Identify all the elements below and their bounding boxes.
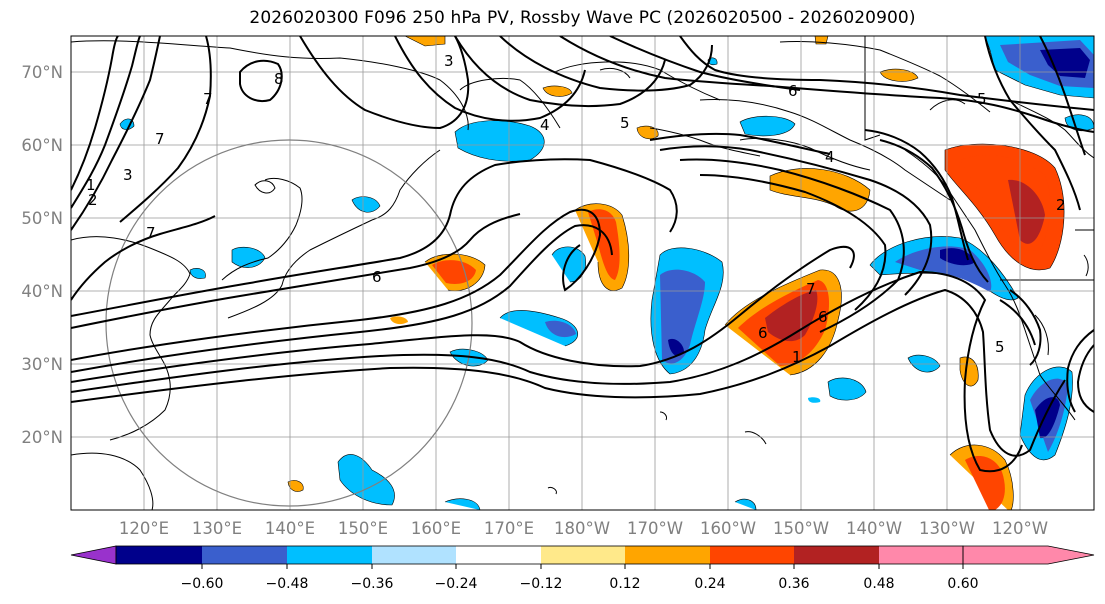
lon-label: 150°W [773, 519, 829, 538]
colorbar-tick-label: −0.12 [520, 576, 563, 592]
lon-label: 180°W [554, 519, 610, 538]
lat-label: 50°N [21, 209, 63, 228]
lon-label: 140°E [265, 519, 315, 538]
lat-label: 40°N [21, 282, 63, 301]
contour-label: 4 [540, 116, 550, 134]
colorbar-outline [115, 545, 964, 565]
colorbar-segment [794, 546, 879, 564]
contour-label: 5 [620, 114, 630, 132]
colorbar-segment [372, 546, 456, 564]
contour-label: 3 [444, 52, 454, 70]
pv-contours [71, 36, 1094, 473]
coastlines [71, 36, 1094, 510]
contour-label: 7 [203, 90, 213, 108]
map-frame [70, 35, 1095, 511]
colorbar-tick-label: −0.60 [181, 576, 224, 592]
colorbar-tick-label: 0.36 [778, 576, 809, 592]
contour-label: 6 [758, 324, 768, 342]
contour-label: 7 [146, 224, 156, 242]
contour-label: 6 [788, 82, 798, 100]
colorbar-tick-label: −0.48 [266, 576, 309, 592]
lon-label: 150°E [338, 519, 388, 538]
colorbar-segment [116, 546, 202, 564]
colorbar-tick-label: 0.60 [947, 576, 978, 592]
lon-label: 160°W [700, 519, 756, 538]
colorbar-segment [879, 546, 963, 564]
contour-label: 2 [1056, 196, 1066, 214]
colorbar-segment [710, 546, 794, 564]
colorbar-tick-label: −0.36 [351, 576, 394, 592]
lat-label: 70°N [21, 63, 63, 82]
lon-label: 130°W [919, 519, 975, 538]
colorbar-extend-high [962, 545, 1095, 565]
contour-label: 5 [995, 338, 1005, 356]
contour-label: 3 [123, 166, 133, 184]
lon-label: 160°E [411, 519, 461, 538]
contour-label: 2 [88, 191, 98, 209]
lon-label: 120°E [119, 519, 169, 538]
colorbar-tick-label: 0.12 [609, 576, 640, 592]
longitude-labels: 120°E 130°E 140°E 150°E 160°E 170°E 180°… [119, 519, 1048, 538]
colorbar-segment [202, 546, 287, 564]
colorbar-segment [287, 546, 372, 564]
reference-circle [105, 139, 473, 507]
contour-label: 6 [372, 268, 382, 286]
graticule [71, 36, 1094, 510]
colorbar-tick-label: 0.48 [863, 576, 894, 592]
colorbar-extend-low [70, 545, 117, 565]
colorbar-segment [625, 546, 710, 564]
negative-anomaly-shading [119, 36, 1094, 510]
lat-label: 60°N [21, 136, 63, 155]
contour-label: 1 [792, 348, 802, 366]
lon-label: 140°W [846, 519, 902, 538]
lat-label: 20°N [21, 428, 63, 447]
lat-label: 30°N [21, 355, 63, 374]
colorbar-tick-label: −0.24 [435, 576, 478, 592]
lon-label: 120°W [992, 519, 1048, 538]
lon-label: 130°E [192, 519, 242, 538]
colorbar: −0.60 −0.48 −0.36 −0.24 −0.12 0.12 0.24 … [70, 545, 1095, 592]
contour-label: 7 [806, 280, 816, 298]
map-title: 2026020300 F096 250 hPa PV, Rossby Wave … [249, 8, 916, 28]
colorbar-tick-label: 0.24 [694, 576, 725, 592]
contour-label: 4 [825, 148, 835, 166]
contour-label: 6 [818, 308, 828, 326]
contour-label: 7 [155, 130, 165, 148]
contour-label: 8 [274, 70, 284, 88]
lon-label: 170°W [627, 519, 683, 538]
lon-label: 170°E [484, 519, 534, 538]
contour-labels: 8 7 7 1 3 2 7 3 4 5 6 5 4 6 6 1 7 6 5 2 [86, 52, 1066, 366]
contour-label: 1 [86, 176, 96, 194]
colorbar-segment [456, 546, 541, 564]
contour-label: 5 [977, 90, 987, 108]
positive-anomaly-shading [287, 36, 1065, 510]
latitude-labels: 70°N 60°N 50°N 40°N 30°N 20°N [21, 63, 63, 447]
colorbar-segment [541, 546, 625, 564]
